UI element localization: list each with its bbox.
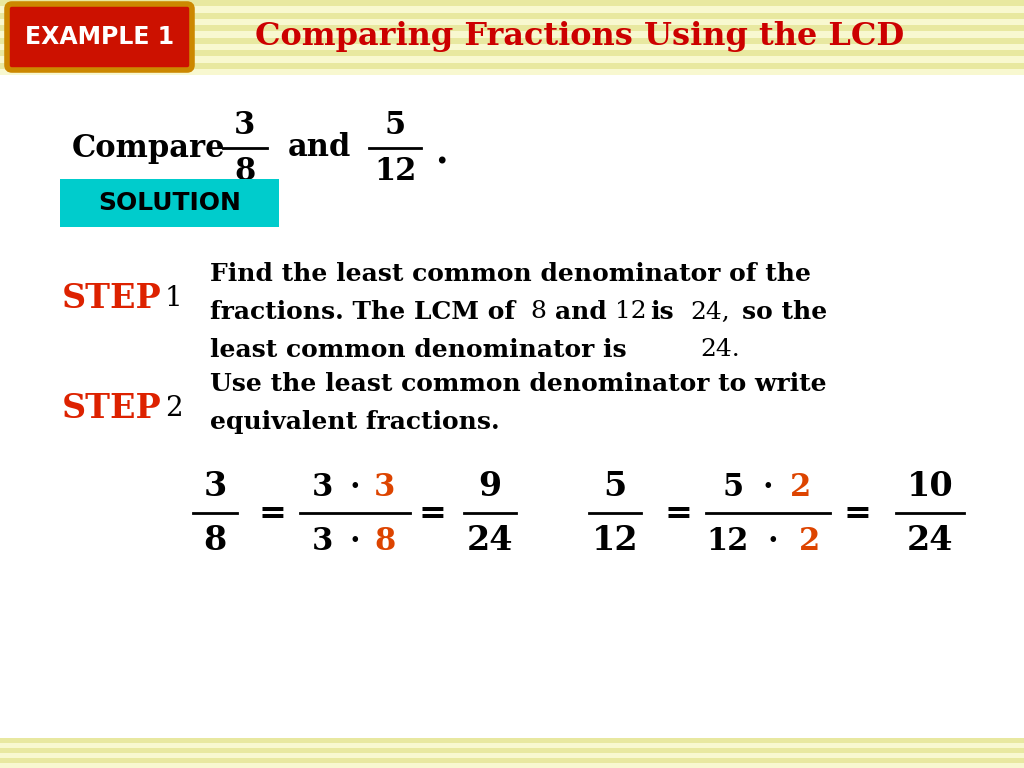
Text: 8: 8	[530, 300, 546, 323]
Bar	[0, 69, 1024, 75]
Text: 10: 10	[906, 471, 953, 504]
Bar	[0, 6, 1024, 12]
Text: 5: 5	[603, 471, 627, 504]
Bar	[0, 753, 1024, 758]
Text: 3: 3	[375, 472, 395, 502]
Text: ·: ·	[349, 472, 360, 502]
Text: =: =	[258, 496, 286, 529]
Bar	[0, 0, 1024, 6]
Bar	[0, 56, 1024, 62]
Bar	[0, 748, 1024, 753]
Bar	[0, 758, 1024, 763]
Text: 8: 8	[234, 157, 256, 187]
Text: 12: 12	[592, 525, 638, 558]
Text: ·: ·	[763, 472, 773, 502]
Text: Use the least common denominator to write: Use the least common denominator to writ…	[210, 372, 826, 396]
Text: Find the least common denominator of the: Find the least common denominator of the	[210, 262, 811, 286]
Text: =: =	[418, 496, 445, 529]
Text: 12: 12	[374, 157, 416, 187]
Bar	[0, 75, 1024, 738]
Text: STEP: STEP	[62, 282, 162, 315]
Text: 12: 12	[707, 525, 750, 557]
Text: and: and	[555, 300, 607, 324]
Bar	[0, 743, 1024, 748]
Text: 2: 2	[791, 472, 812, 502]
Text: so the: so the	[742, 300, 827, 324]
Bar	[0, 31, 1024, 38]
Bar	[0, 25, 1024, 31]
Text: SOLUTION: SOLUTION	[98, 191, 242, 215]
Text: =: =	[843, 496, 871, 529]
Text: equivalent fractions.: equivalent fractions.	[210, 410, 500, 434]
Text: =: =	[664, 496, 692, 529]
Text: ·: ·	[349, 525, 360, 557]
Text: 8: 8	[204, 525, 226, 558]
Text: and: and	[288, 133, 351, 164]
Text: is: is	[650, 300, 674, 324]
Text: 24,: 24,	[690, 300, 730, 323]
Text: 3: 3	[312, 525, 334, 557]
Text: STEP: STEP	[62, 392, 162, 425]
Text: ·: ·	[768, 525, 778, 557]
Text: 8: 8	[375, 525, 395, 557]
Text: 5: 5	[723, 472, 743, 502]
Bar	[0, 44, 1024, 50]
Text: Comparing Fractions Using the LCD: Comparing Fractions Using the LCD	[255, 22, 904, 52]
FancyBboxPatch shape	[7, 4, 193, 70]
Bar	[0, 738, 1024, 743]
Bar	[0, 18, 1024, 25]
Bar	[0, 763, 1024, 768]
Text: .: .	[435, 136, 447, 170]
Text: 2: 2	[800, 525, 820, 557]
Text: least common denominator is: least common denominator is	[210, 338, 627, 362]
Text: 9: 9	[478, 471, 502, 504]
Text: 24.: 24.	[700, 339, 739, 362]
Text: 5: 5	[384, 111, 406, 141]
Text: EXAMPLE 1: EXAMPLE 1	[26, 25, 174, 49]
Text: 24: 24	[467, 525, 513, 558]
Bar	[0, 50, 1024, 56]
Text: 24: 24	[906, 525, 953, 558]
Text: 12: 12	[615, 300, 646, 323]
Bar	[0, 62, 1024, 69]
Text: Compare: Compare	[72, 133, 225, 164]
Text: fractions. The LCM of: fractions. The LCM of	[210, 300, 515, 324]
Text: 3: 3	[234, 111, 256, 141]
FancyBboxPatch shape	[60, 179, 279, 227]
Text: 2: 2	[165, 395, 182, 422]
Bar	[0, 38, 1024, 44]
Text: 1: 1	[165, 284, 182, 312]
Bar	[0, 12, 1024, 18]
Text: 3: 3	[204, 471, 226, 504]
Text: 3: 3	[312, 472, 334, 502]
